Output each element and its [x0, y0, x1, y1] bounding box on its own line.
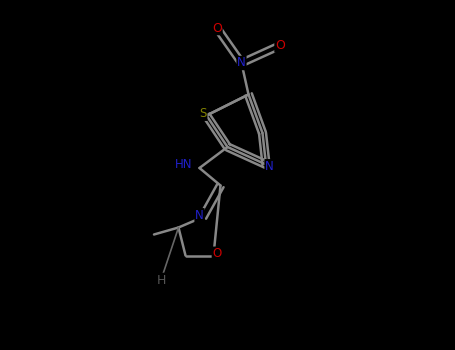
Text: S: S: [199, 107, 207, 120]
Text: H: H: [157, 273, 166, 287]
Text: HN: HN: [175, 158, 192, 171]
Text: O: O: [212, 247, 222, 260]
Text: O: O: [212, 21, 222, 35]
Text: O: O: [275, 39, 285, 52]
Text: N: N: [237, 56, 246, 70]
Text: N: N: [195, 209, 204, 222]
Text: N: N: [265, 160, 274, 173]
